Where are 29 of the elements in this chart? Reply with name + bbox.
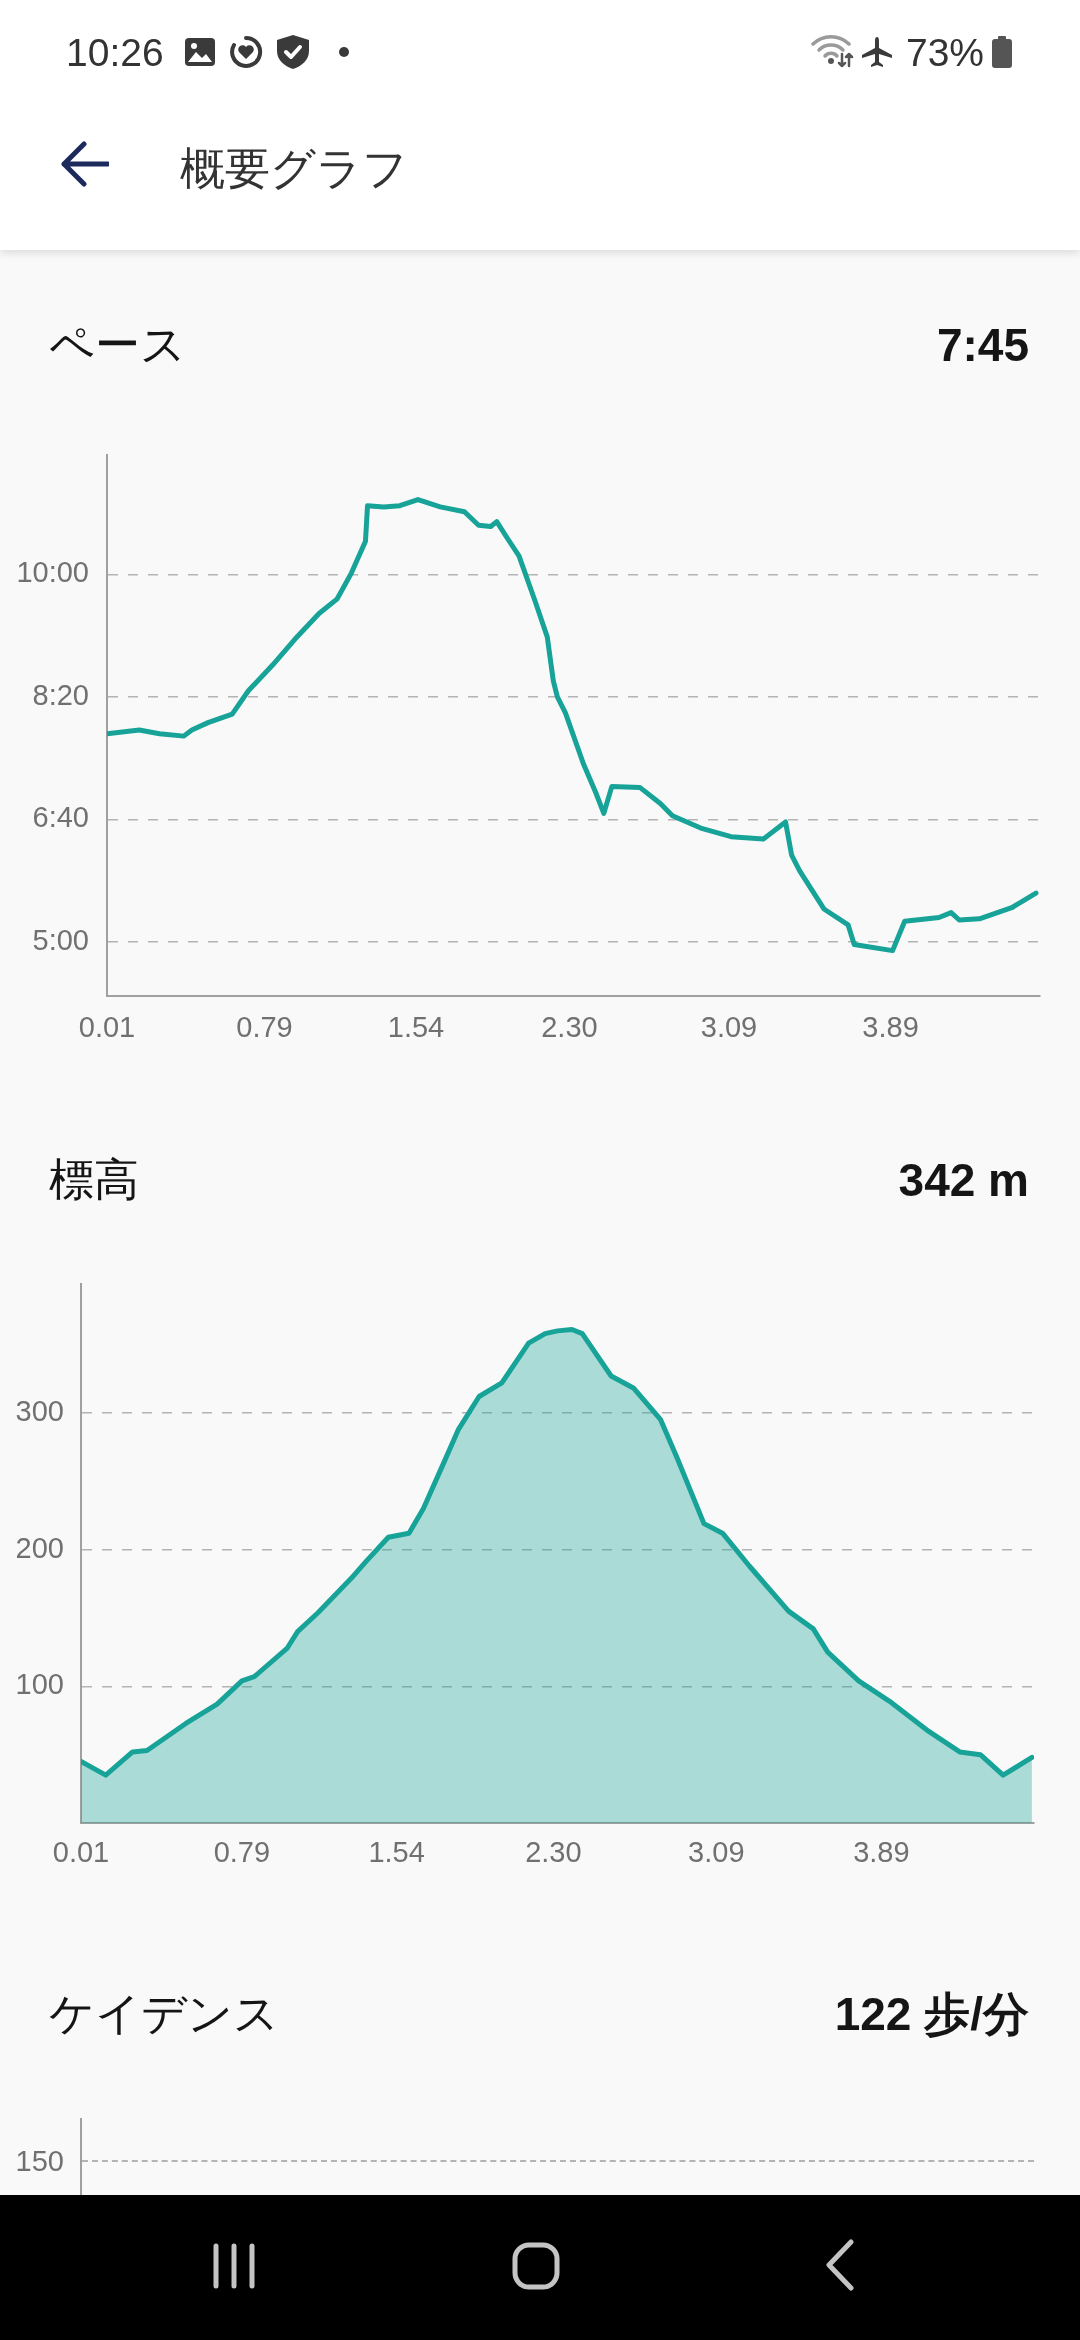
x-tick-label: 3.09	[700, 1011, 758, 1044]
text: 122 歩/分	[834, 1987, 1029, 2042]
x-tick-label: 0.79	[236, 1011, 293, 1044]
text: 概要グラフ	[180, 142, 408, 196]
y-tick-label: 10:00	[16, 556, 89, 589]
x-tick-label: 2.30	[541, 1011, 598, 1044]
y-tick-label: 200	[15, 1531, 64, 1564]
x-tick-label: 0.01	[52, 1836, 110, 1869]
chart-title: ペース	[49, 318, 186, 372]
text: 150	[15, 2144, 64, 2179]
x-tick-label: 3.89	[853, 1836, 910, 1869]
chart-title: 標高	[49, 1153, 139, 1207]
x-tick-label: 1.54	[368, 1836, 425, 1869]
chart-subtitle: 7:45	[936, 318, 1029, 373]
x-tick-label: 3.89	[862, 1011, 919, 1044]
y-tick-label: 5:00	[32, 924, 89, 957]
y-tick-label: 300	[15, 1394, 64, 1427]
x-tick-label: 3.09	[688, 1836, 745, 1869]
text: 10:26	[66, 30, 164, 76]
x-tick-label: 2.30	[525, 1836, 582, 1869]
text: 73%	[905, 30, 984, 76]
y-tick-label: 100	[15, 1668, 64, 1701]
x-tick-label: 1.54	[387, 1011, 445, 1044]
y-tick-label: 6:40	[32, 801, 89, 834]
y-tick-label: 8:20	[32, 678, 89, 711]
x-tick-label: 0.79	[213, 1836, 271, 1869]
chart-subtitle: 342 m	[898, 1153, 1029, 1208]
x-tick-label: 0.01	[78, 1011, 136, 1044]
text: ケイデンス	[49, 1987, 279, 2041]
